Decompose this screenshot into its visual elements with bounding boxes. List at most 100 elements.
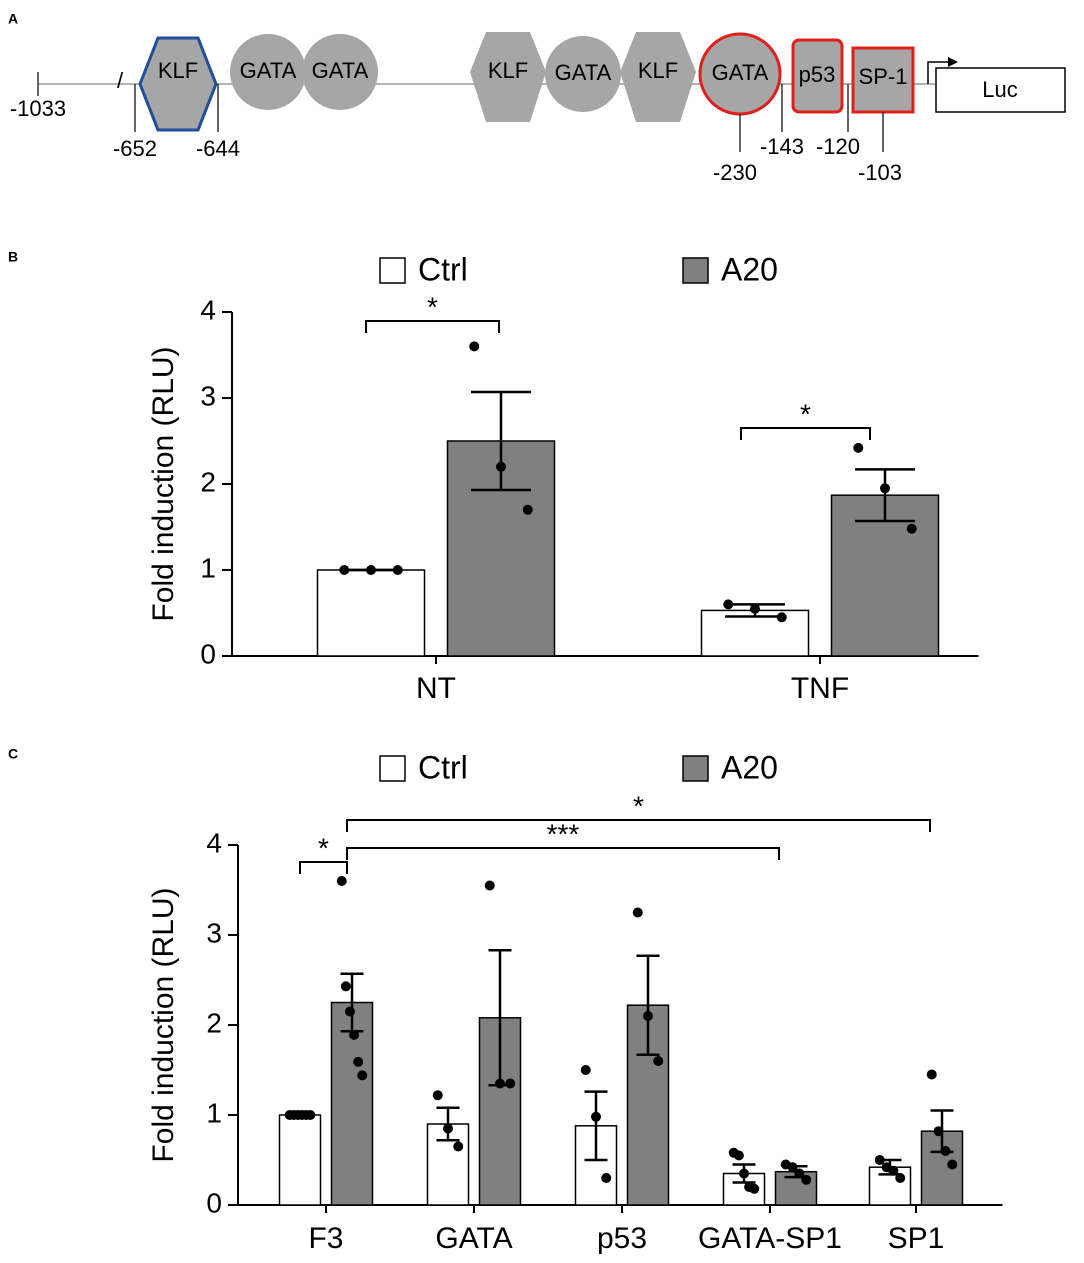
tss-arrowhead <box>948 57 958 67</box>
y-tick-label: 2 <box>206 1007 222 1038</box>
element-label: KLF <box>638 58 678 83</box>
legend-swatch <box>682 755 709 782</box>
significance-bracket <box>365 320 500 333</box>
y-tick-label: 3 <box>206 917 222 948</box>
data-point <box>340 981 351 992</box>
data-point <box>443 1123 453 1134</box>
data-point <box>906 523 917 534</box>
break-mark: / <box>117 68 124 93</box>
position-ticks <box>37 72 884 152</box>
legend-swatch <box>379 257 406 284</box>
p53-site <box>791 38 844 114</box>
element-label: SP-1 <box>859 64 908 89</box>
legend-label: A20 <box>721 251 778 287</box>
gata-site <box>302 34 378 110</box>
significance-bracket <box>346 819 931 832</box>
data-point <box>305 1110 316 1120</box>
data-point <box>643 1011 653 1021</box>
element-label: GATA <box>555 60 612 85</box>
element-label: GATA <box>712 60 769 85</box>
bar <box>426 1123 470 1206</box>
klf-site <box>138 36 218 132</box>
data-point <box>469 341 480 352</box>
data-point <box>653 1056 664 1066</box>
sp1-site <box>851 46 915 114</box>
data-point <box>888 1165 899 1176</box>
element-label: Luc <box>982 77 1017 102</box>
y-tick-label: 4 <box>200 294 216 325</box>
element-label: GATA <box>240 58 297 83</box>
data-point <box>874 1155 885 1165</box>
position-label: -103 <box>858 160 902 185</box>
gata-site <box>545 36 621 112</box>
significance-label: *** <box>547 818 580 849</box>
data-point <box>739 1168 749 1179</box>
x-tick-label: p53 <box>597 1222 647 1255</box>
y-tick-label: 3 <box>200 380 216 411</box>
y-tick-label: 4 <box>206 827 222 858</box>
position-label: -143 <box>760 134 804 159</box>
significance-bracket <box>299 861 348 874</box>
x-tick-label: SP1 <box>888 1222 945 1255</box>
data-point <box>339 565 350 575</box>
element-label: KLF <box>488 58 528 83</box>
data-point <box>432 1090 443 1101</box>
data-point <box>336 876 347 886</box>
y-tick-label: 0 <box>200 638 216 669</box>
data-point <box>787 1162 798 1173</box>
significance-bracket <box>740 427 871 440</box>
data-point <box>880 483 890 494</box>
data-point <box>933 1126 944 1137</box>
data-point <box>733 1150 744 1161</box>
legend-swatch <box>379 755 406 782</box>
position-label: -644 <box>196 136 240 161</box>
x-tick-label: GATA <box>435 1222 512 1255</box>
bar <box>330 1001 374 1206</box>
data-point <box>580 1065 591 1075</box>
klf-site <box>620 32 696 122</box>
y-axis-label: Fold induction (RLU) <box>147 346 180 621</box>
data-point <box>522 504 533 515</box>
data-point <box>947 1159 958 1170</box>
data-point <box>392 565 403 575</box>
data-point <box>801 1174 812 1185</box>
data-point <box>940 1146 951 1156</box>
significance-label: * <box>427 291 438 322</box>
element-label: p53 <box>799 62 836 87</box>
legend-label: Ctrl <box>418 749 468 785</box>
x-tick-label: NT <box>416 672 456 705</box>
y-axis-label: Fold induction (RLU) <box>147 887 180 1162</box>
tss-arrow <box>927 61 948 84</box>
data-point <box>750 603 760 614</box>
legend-label: A20 <box>721 749 778 785</box>
data-point <box>344 1006 355 1017</box>
data-point <box>632 907 643 918</box>
y-tick-label: 2 <box>200 466 216 497</box>
data-point <box>353 1056 364 1067</box>
data-point <box>495 1078 505 1089</box>
data-point <box>484 880 495 891</box>
bar <box>316 569 426 657</box>
data-point <box>853 442 864 453</box>
data-point <box>794 1168 805 1179</box>
promoter-diagram: A KLF GATA GATA KLF GATA KLF GATA p53 SP… <box>8 11 1066 185</box>
position-label: -120 <box>816 134 860 159</box>
x-tick-label: GATA-SP1 <box>698 1222 842 1255</box>
position-label: -1033 <box>10 96 66 121</box>
data-point <box>505 1078 516 1089</box>
element-label: KLF <box>158 58 198 83</box>
data-point <box>591 1111 601 1122</box>
data-point <box>366 565 376 575</box>
significance-label: * <box>800 398 811 429</box>
data-point <box>749 1183 760 1194</box>
y-tick-label: 1 <box>206 1097 222 1128</box>
position-label: -230 <box>713 160 757 185</box>
panel-label: C <box>8 746 18 762</box>
data-point <box>357 1070 368 1081</box>
x-tick-label: TNF <box>791 672 849 705</box>
significance-label: * <box>633 790 644 821</box>
data-point <box>776 612 787 623</box>
panel-label: A <box>8 11 18 27</box>
y-tick-label: 0 <box>206 1187 222 1218</box>
